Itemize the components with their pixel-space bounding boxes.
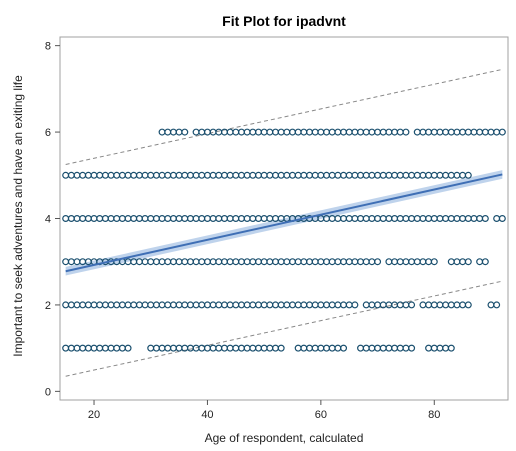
x-axis-label: Age of respondent, calculated [205,431,364,445]
y-tick-label: 2 [45,300,51,312]
y-axis: 0 2 4 6 8 [45,41,60,398]
x-tick-label: 80 [428,409,440,421]
data-point [408,344,416,352]
data-point [351,301,359,309]
y-tick-label: 6 [45,127,51,139]
data-point [430,258,438,266]
x-tick-label: 60 [315,409,327,421]
x-tick-label: 40 [201,409,213,421]
data-point [464,258,472,266]
prediction-limit-upper [65,68,503,165]
y-tick-label: 8 [45,41,51,53]
data-point [498,128,506,136]
data-point [464,171,472,179]
data-point [408,301,416,309]
y-axis-label: Important to seek adventures and have an… [11,75,25,357]
data-point [402,128,410,136]
fit-line-layer [65,173,503,273]
data-point [498,215,506,223]
data-point [447,344,455,352]
chart-title: Fit Plot for ipadvnt [222,13,346,29]
data-points-layer [62,128,506,352]
data-point [481,258,489,266]
data-point [374,258,382,266]
data-point [481,215,489,223]
data-point [277,344,285,352]
y-tick-label: 0 [45,386,51,398]
data-point [464,301,472,309]
data-point [340,344,348,352]
data-point [124,344,132,352]
fit-line [65,173,503,273]
y-tick-label: 4 [45,214,51,226]
data-point [181,128,189,136]
prediction-limit-lower [65,280,503,377]
prediction-limits-layer [65,68,503,377]
x-axis: 20 40 60 80 [88,400,440,421]
data-point [493,301,501,309]
x-tick-label: 20 [88,409,100,421]
